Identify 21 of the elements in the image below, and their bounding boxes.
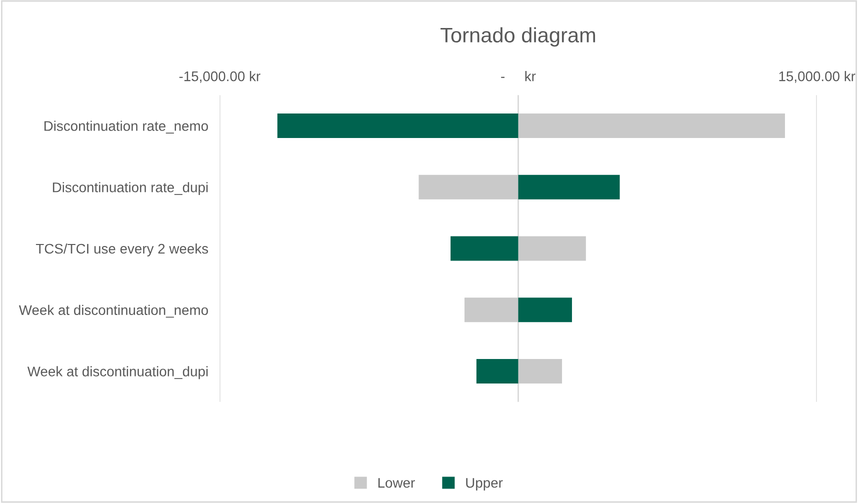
bar — [418, 174, 518, 200]
y-tick-label: Discontinuation rate_nemo — [44, 120, 208, 134]
bar — [518, 113, 785, 138]
legend-label: Upper — [466, 478, 503, 490]
x-tick-label: -15,000.00 kr — [179, 71, 260, 83]
bar — [518, 174, 620, 200]
legend-label: Lower — [378, 478, 415, 488]
y-tick-label: TCS/TCI use every 2 weeks — [36, 243, 208, 256]
y-tick-label: Week at discontinuation_dupi — [27, 366, 208, 380]
bar — [518, 358, 562, 384]
x-tick-label: - kr — [501, 71, 536, 82]
bar — [450, 236, 518, 261]
y-tick-label: Discontinuation rate_dupi — [52, 182, 208, 196]
y-tick-label: Week at discontinuation_nemo — [18, 304, 208, 318]
bar — [476, 358, 518, 384]
chart-title: Tornado diagram — [440, 27, 596, 47]
x-tick-label: 15,000.00 kr — [779, 71, 856, 83]
bar — [518, 298, 572, 322]
bar — [277, 113, 518, 138]
bar — [518, 236, 586, 261]
bar — [464, 298, 518, 322]
